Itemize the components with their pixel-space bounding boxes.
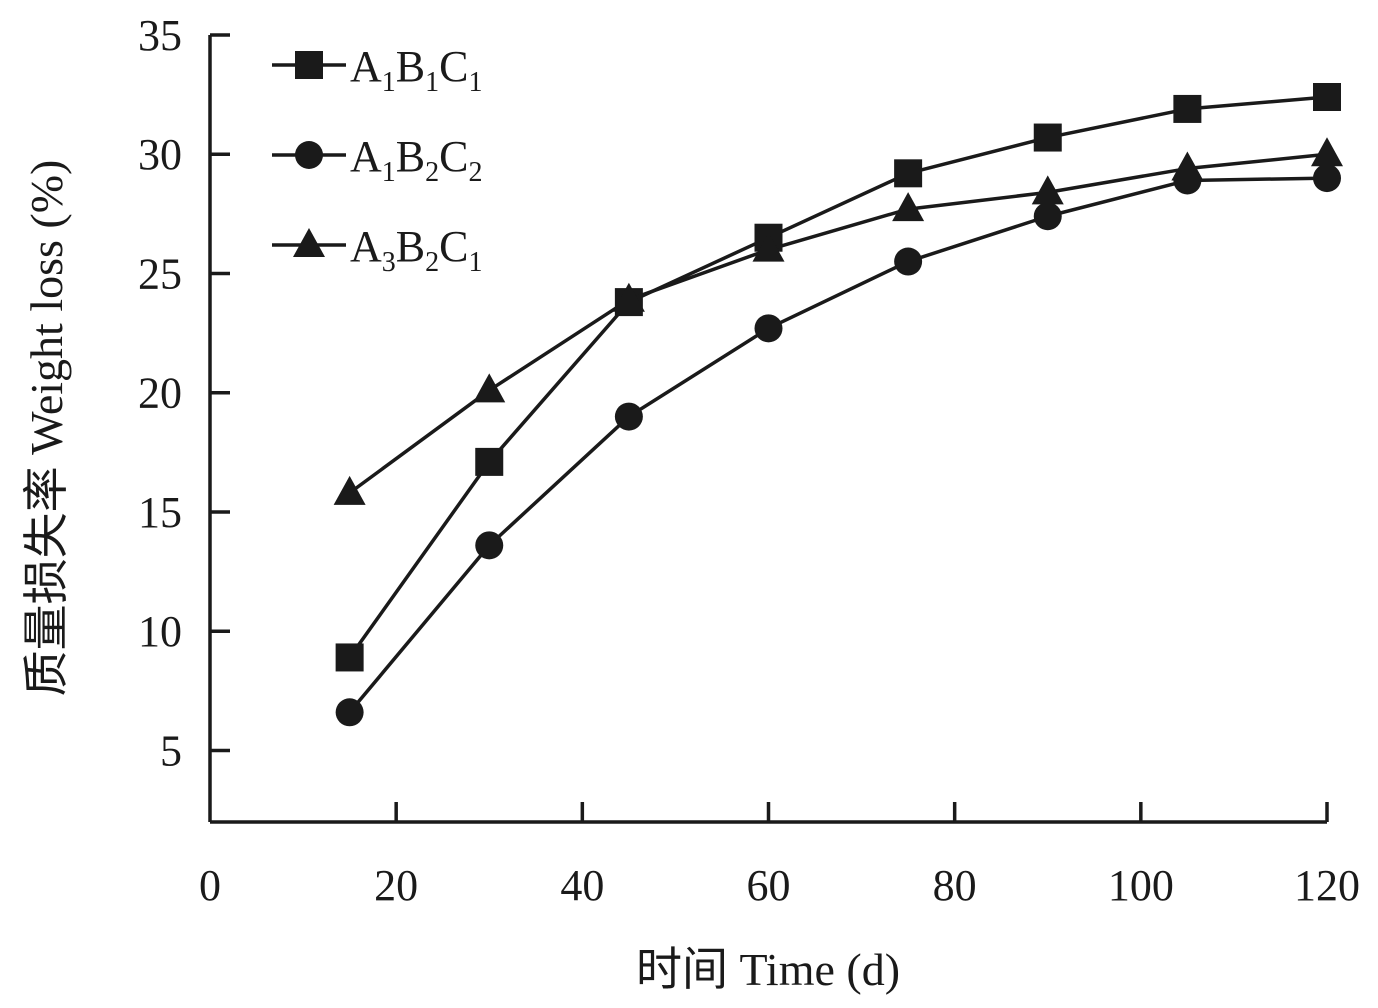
y-tick-label: 5: [160, 726, 182, 775]
x-tick-label: 120: [1294, 861, 1360, 910]
y-tick-label: 30: [138, 130, 182, 179]
x-axis-ticks: 0 20 40 60 80 100 120: [199, 802, 1360, 910]
data-point-circle: [335, 698, 364, 727]
y-tick-label: 25: [138, 249, 182, 298]
x-tick-label: 40: [560, 861, 604, 910]
series-line: [348, 95, 1328, 659]
data-point-circle: [1313, 164, 1341, 193]
data-point-square: [335, 643, 364, 672]
y-axis-title: 质量损失率 Weight loss (%): [21, 160, 72, 697]
data-point-triangle: [612, 282, 645, 312]
legend-marker-triangle: [293, 228, 325, 257]
y-tick-label: 35: [138, 11, 182, 60]
data-point-square: [1313, 83, 1341, 112]
legend-label: A3​B2​C1​: [350, 222, 483, 278]
series-line: [348, 152, 1328, 495]
data-point-triangle: [333, 475, 366, 505]
data-point-circle: [894, 247, 923, 276]
data-point-square: [475, 447, 504, 476]
x-tick-label: 20: [374, 861, 418, 910]
y-tick-label: 20: [138, 369, 182, 418]
legend-item: A1​B2​C2​: [272, 132, 483, 188]
legend-item: A3​B2​C1​: [272, 222, 483, 278]
data-point-square: [1033, 123, 1062, 152]
legend-item: A1​B1​C1​: [272, 42, 483, 98]
legend-label: A1​B1​C1​: [350, 42, 483, 98]
data-point-triangle: [1171, 151, 1204, 181]
x-tick-label: 80: [933, 861, 977, 910]
data-point-triangle: [1311, 137, 1343, 167]
data-point-triangle: [752, 232, 785, 262]
x-tick-label: 60: [747, 861, 791, 910]
data-point-triangle: [892, 192, 925, 222]
legend-label: A1​B2​C2​: [350, 132, 483, 188]
data-point-circle: [1033, 202, 1062, 231]
data-point-square: [1173, 94, 1202, 123]
x-tick-label: 0: [199, 861, 221, 910]
data-point-triangle: [473, 373, 506, 403]
legend-marker-circle: [295, 141, 323, 169]
data-point-circle: [475, 531, 504, 560]
y-tick-label: 10: [138, 607, 182, 656]
x-axis-title: 时间 Time (d): [636, 944, 900, 995]
series-A3B2C1: [333, 137, 1343, 505]
data-point-circle: [754, 314, 783, 343]
data-point-circle: [614, 402, 643, 431]
series-layer: [333, 83, 1343, 727]
x-tick-label: 100: [1108, 861, 1174, 910]
data-point-triangle: [1031, 175, 1064, 205]
series-A1B2C2: [335, 164, 1341, 727]
y-axis-ticks: 5 10 15 20 25 30 35: [138, 11, 230, 775]
data-point-square: [894, 159, 923, 188]
legend-marker-square: [295, 51, 323, 79]
y-tick-label: 15: [138, 488, 182, 537]
legend: A1​B1​C1​ A1​B2​C2​ A3​B2​C1​: [272, 42, 483, 278]
series-line: [348, 176, 1328, 714]
